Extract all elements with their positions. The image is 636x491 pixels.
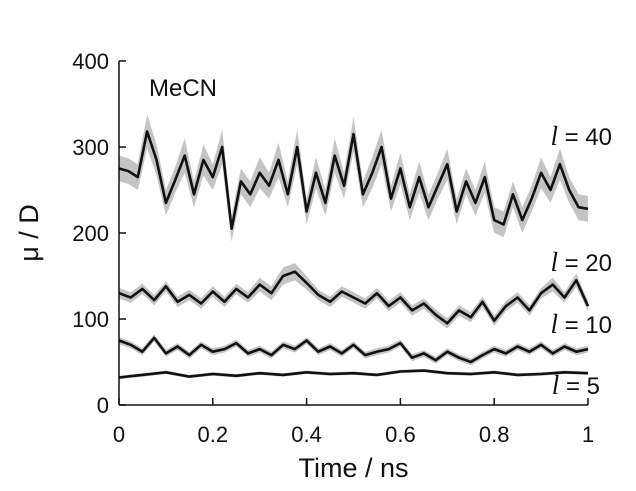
x-tick-label: 0.8 xyxy=(479,422,510,447)
series-label-symbol: l xyxy=(552,370,560,400)
x-axis-label: Time / ns xyxy=(298,453,408,483)
series-2-line xyxy=(118,336,589,364)
x-tick-label: 0.6 xyxy=(385,422,416,447)
series-label-value: = 10 xyxy=(558,312,612,339)
series-1-band xyxy=(119,263,588,329)
series-label-value: = 5 xyxy=(559,373,600,400)
y-tick-label: 0 xyxy=(97,393,109,418)
series-label-symbol: l xyxy=(550,247,558,277)
series-0-label: l = 40 xyxy=(550,121,612,151)
y-tick-label: 400 xyxy=(72,49,109,74)
y-tick-label: 300 xyxy=(72,135,109,160)
y-tick-label: 100 xyxy=(72,307,109,332)
series-2-label: l = 10 xyxy=(550,309,612,339)
x-tick-label: 0.2 xyxy=(198,422,229,447)
series-label-symbol: l xyxy=(550,121,558,151)
x-tick-label: 0.4 xyxy=(291,422,322,447)
y-axis-label: μ / D xyxy=(14,204,44,262)
series-3-line xyxy=(118,369,589,379)
x-tick-label: 0 xyxy=(113,422,125,447)
series-label-value: = 40 xyxy=(558,124,612,151)
series-0-line xyxy=(118,130,589,230)
y-tick-label: 200 xyxy=(72,221,109,246)
uncertainty-bands xyxy=(119,114,588,380)
series-3-label: l = 5 xyxy=(552,370,600,400)
series-lines xyxy=(118,130,590,379)
series-label-symbol: l xyxy=(550,309,558,339)
series-1-label: l = 20 xyxy=(550,247,612,277)
series-1-line xyxy=(118,270,590,325)
x-tick-label: 1 xyxy=(582,422,594,447)
series-2-band xyxy=(119,334,588,366)
series-label-value: = 20 xyxy=(558,250,612,277)
solvent-annotation: MeCN xyxy=(149,75,217,102)
axes: 0 100 200 300 400 0 0.2 0.4 0.6 0.8 1 xyxy=(72,49,594,447)
